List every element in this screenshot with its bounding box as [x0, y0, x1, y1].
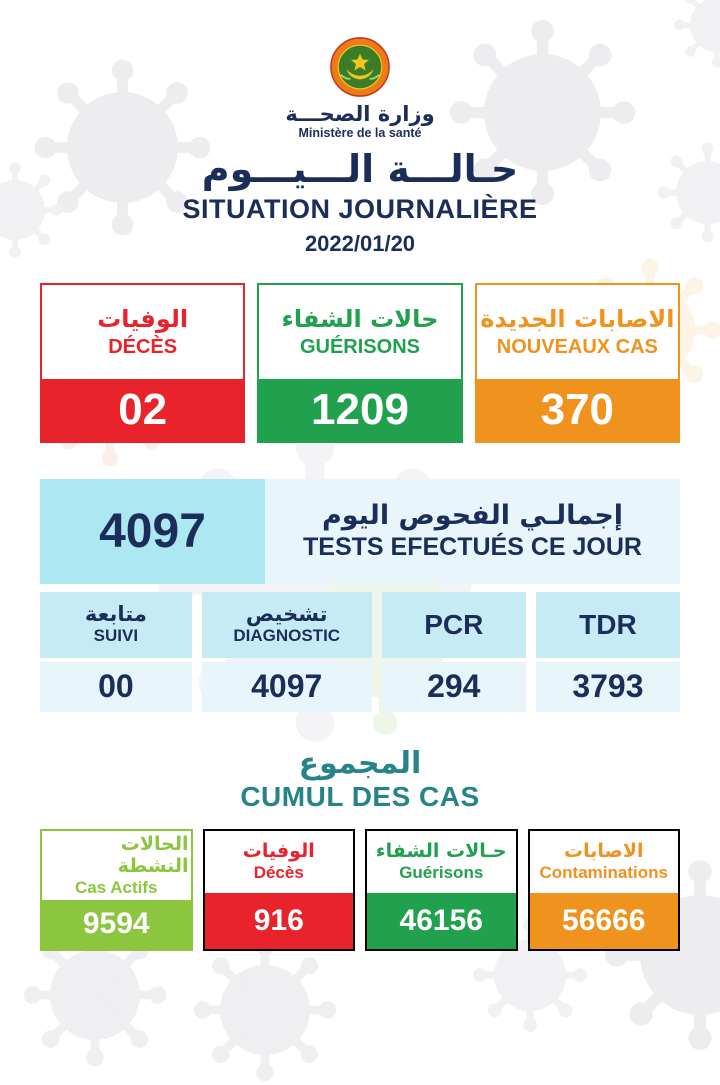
contaminations-label-french: Contaminations [539, 863, 668, 883]
suivi-card: متابعة SUIVI 00 [40, 591, 192, 712]
suivi-card-header: متابعة SUIVI [40, 591, 192, 658]
guerisons-cumul-label-french: Guérisons [399, 863, 484, 883]
deces-label-french: DÉCÈS [108, 335, 178, 358]
guerisons-cumul-card-header: حـالات الشفاء Guérisons [367, 831, 516, 893]
cas-actifs-label-arabic: الحالات النشطة [117, 832, 189, 878]
deces-value: 02 [42, 378, 244, 441]
suivi-label-arabic: متابعة [84, 602, 147, 627]
cas-actifs-label-french: Cas Actifs [74, 878, 158, 898]
tdr-value: 3793 [535, 661, 680, 712]
tdr-label: TDR [579, 608, 637, 640]
suivi-value: 00 [40, 661, 192, 712]
daily-stats-row: الوفيات DÉCÈS 02 حالات الشفاء GUÉRISONS … [40, 282, 680, 443]
nouveaux-cas-label-arabic: الاصابات الجديدة [480, 304, 675, 333]
ministry-name-arabic: وزارة الصحـــة [285, 102, 435, 126]
contaminations-card-header: الاصابات Contaminations [530, 831, 679, 893]
guerisons-card: حالات الشفاء GUÉRISONS 1209 [257, 282, 463, 443]
star-crescent-icon [346, 53, 374, 80]
pcr-card: PCR 294 [381, 591, 526, 712]
cas-actifs-value: 9594 [42, 900, 191, 949]
nouveaux-cas-card: الاصابات الجديدة NOUVEAUX CAS 370 [474, 282, 680, 443]
daily-situation-poster: وزارة الصحـــة Ministère de la santé حـا… [0, 0, 720, 1019]
report-date: 2022/01/20 [304, 230, 416, 256]
tests-title-french: TESTS EFECTUÉS CE JOUR [303, 533, 642, 562]
virus-watermark-icon [190, 935, 340, 1085]
deces-card: الوفيات DÉCÈS 02 [40, 282, 246, 443]
diagnostic-card-header: تشخيص DIAGNOSTIC [201, 591, 372, 658]
nouveaux-cas-label-french: NOUVEAUX CAS [496, 335, 658, 358]
tests-breakdown-row: متابعة SUIVI 00 تشخيص DIAGNOSTIC 4097 PC… [40, 591, 680, 712]
guerisons-label-arabic: حالات الشفاء [281, 304, 439, 333]
tdr-card: TDR 3793 [535, 591, 680, 712]
diagnostic-label-french: DIAGNOSTIC [233, 626, 341, 646]
deces-cumul-card-header: الوفيات Décès [205, 831, 354, 893]
suivi-label-french: SUIVI [93, 626, 139, 646]
tests-title-arabic: إجمالـي الفحوص اليوم [321, 500, 624, 532]
deces-card-header: الوفيات DÉCÈS [42, 284, 244, 379]
guerisons-label-french: GUÉRISONS [299, 335, 420, 358]
contaminations-value: 56666 [529, 892, 678, 949]
guerisons-cumul-label-arabic: حـالات الشفاء [375, 840, 507, 863]
ministry-seal-icon [330, 37, 390, 97]
guerisons-cumul-value: 46156 [367, 892, 516, 949]
guerisons-card-header: حالات الشفاء GUÉRISONS [259, 284, 461, 379]
tests-titles: إجمالـي الفحوص اليوم TESTS EFECTUÉS CE J… [265, 479, 680, 584]
pcr-label: PCR [424, 608, 484, 640]
deces-cumul-label-arabic: الوفيات [242, 840, 315, 863]
tests-summary-strip: 4097 إجمالـي الفحوص اليوم TESTS EFECTUÉS… [40, 478, 680, 584]
ministry-name-french: Ministère de la santé [298, 126, 422, 140]
cumul-title-arabic: المجموع [298, 745, 422, 781]
diagnostic-card: تشخيص DIAGNOSTIC 4097 [201, 591, 372, 712]
cumul-stats-row: الحالات النشطة Cas Actifs 9594 الوفيات D… [40, 828, 680, 951]
tdr-card-header: TDR [535, 591, 680, 658]
deces-label-arabic: الوفيات [97, 304, 189, 333]
contaminations-label-arabic: الاصابات [563, 840, 644, 863]
pcr-card-header: PCR [381, 591, 526, 658]
diagnostic-value: 4097 [201, 661, 372, 712]
guerisons-cumul-card: حـالات الشفاء Guérisons 46156 [365, 828, 518, 951]
diagnostic-label-arabic: تشخيص [245, 602, 328, 627]
deces-cumul-label-french: Décès [253, 863, 304, 883]
deces-cumul-card: الوفيات Décès 916 [202, 828, 355, 951]
cas-actifs-card: الحالات النشطة Cas Actifs 9594 [40, 828, 193, 951]
tests-total-value: 4097 [40, 478, 265, 584]
deces-cumul-value: 916 [204, 892, 353, 949]
page-title-arabic: حـالـــة الـــيـــوم [201, 147, 519, 191]
nouveaux-cas-card-header: الاصابات الجديدة NOUVEAUX CAS [476, 284, 678, 379]
page-title-french: SITUATION JOURNALIÈRE [182, 193, 538, 224]
contaminations-card: الاصابات Contaminations 56666 [527, 828, 680, 951]
cas-actifs-card-header: الحالات النشطة Cas Actifs [42, 831, 191, 901]
pcr-value: 294 [381, 661, 526, 712]
nouveaux-cas-value: 370 [476, 378, 678, 441]
guerisons-value: 1209 [259, 378, 461, 441]
cumul-title-french: CUMUL DES CAS [240, 780, 480, 812]
header: وزارة الصحـــة Ministère de la santé [0, 0, 720, 140]
